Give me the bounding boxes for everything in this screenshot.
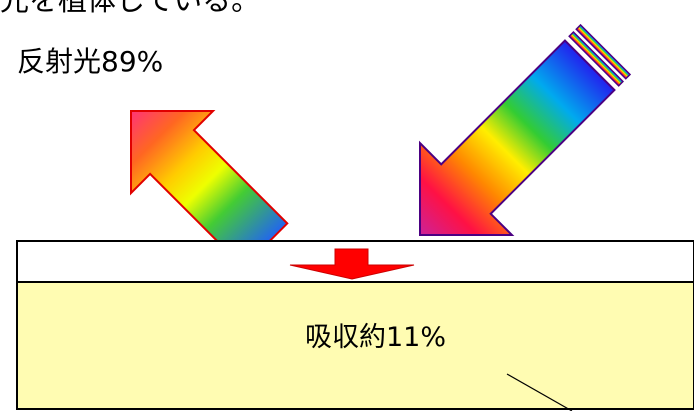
incident-light-arrow [419,23,632,236]
substrate-block [16,281,694,410]
absorption-arrow [289,248,415,280]
heading-partial-text: 光を植体している。 [0,0,261,17]
leader-line [506,373,573,411]
reflected-light-label: 反射光89% [17,45,164,78]
absorption-label: 吸収約11% [305,322,447,353]
